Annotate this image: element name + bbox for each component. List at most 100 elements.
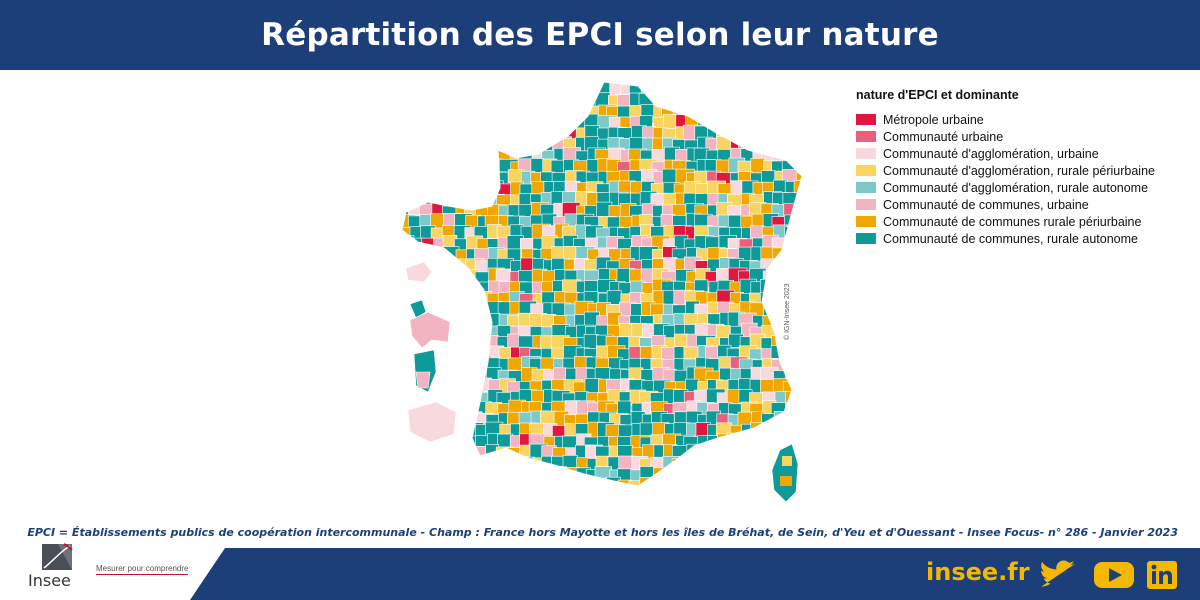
epci-cell bbox=[795, 357, 802, 374]
epci-cell bbox=[771, 82, 786, 98]
epci-cell bbox=[740, 82, 756, 96]
epci-cell bbox=[717, 92, 735, 107]
epci-cell bbox=[717, 433, 735, 453]
epci-cell bbox=[739, 455, 757, 472]
epci-cell bbox=[696, 503, 713, 520]
epci-cell bbox=[476, 478, 496, 486]
epci-cell bbox=[752, 499, 771, 516]
legend-swatch bbox=[856, 131, 876, 142]
insee-site-link[interactable]: insee.fr bbox=[926, 558, 1030, 586]
epci-cell bbox=[695, 478, 712, 486]
corsica-cell bbox=[780, 476, 792, 486]
epci-cell bbox=[454, 413, 474, 431]
epci-cell bbox=[719, 499, 738, 515]
epci-cell bbox=[411, 126, 428, 142]
map-legend: nature d'EPCI et dominante Métropole urb… bbox=[856, 88, 1186, 247]
legend-item: Métropole urbaine bbox=[856, 111, 1186, 128]
epci-cell bbox=[795, 477, 802, 486]
epci-cell bbox=[420, 500, 438, 518]
epci-cell bbox=[709, 500, 726, 517]
epci-cell bbox=[763, 82, 780, 96]
epci-cell bbox=[530, 116, 544, 136]
epci-cell bbox=[431, 84, 446, 100]
epci-cell bbox=[466, 344, 485, 360]
epci-cell bbox=[750, 116, 766, 136]
epci-cell bbox=[529, 83, 547, 103]
epci-cell bbox=[696, 492, 710, 508]
epci-cell bbox=[684, 502, 703, 519]
epci-cell bbox=[662, 502, 679, 516]
epci-cell bbox=[763, 116, 780, 134]
legend-item: Communauté urbaine bbox=[856, 128, 1186, 145]
epci-cell bbox=[685, 95, 701, 113]
epci-cell bbox=[402, 259, 407, 279]
epci-cell bbox=[564, 479, 581, 486]
epci-cell bbox=[795, 93, 802, 112]
epci-cell bbox=[805, 170, 823, 186]
epci-cell bbox=[528, 466, 545, 484]
twitter-icon[interactable] bbox=[1040, 560, 1078, 590]
epci-cell bbox=[475, 82, 490, 91]
epci-cell bbox=[441, 105, 456, 121]
epci-cell bbox=[638, 82, 658, 91]
epci-cell bbox=[429, 172, 444, 188]
epci-cell bbox=[530, 503, 549, 517]
epci-cell bbox=[563, 500, 582, 518]
epci-cell bbox=[805, 468, 821, 486]
epci-cell bbox=[784, 125, 800, 144]
epci-cell bbox=[542, 82, 558, 89]
epci-cell bbox=[464, 147, 481, 162]
legend-item: Communauté de communes, urbaine bbox=[856, 196, 1186, 213]
epci-cell bbox=[485, 468, 505, 486]
epci-cell bbox=[443, 148, 461, 166]
epci-cell bbox=[808, 92, 822, 109]
epci-cell bbox=[474, 326, 490, 344]
epci-cell bbox=[806, 214, 820, 232]
epci-cell bbox=[521, 103, 537, 121]
epci-cell bbox=[594, 466, 613, 485]
epci-cell bbox=[519, 456, 536, 476]
epci-cell bbox=[763, 303, 781, 317]
epci-cell bbox=[553, 106, 569, 125]
epci-cell bbox=[485, 125, 504, 145]
epci-cell bbox=[475, 182, 494, 203]
epci-cell bbox=[783, 94, 801, 113]
epci-cell bbox=[444, 180, 462, 198]
epci-cell bbox=[419, 147, 434, 166]
epci-cell bbox=[577, 500, 595, 513]
epci-cell bbox=[452, 82, 470, 98]
youtube-icon[interactable] bbox=[1092, 560, 1134, 590]
epci-cell bbox=[402, 148, 404, 165]
epci-cell bbox=[388, 478, 401, 492]
epci-cell bbox=[522, 500, 538, 516]
epci-cell bbox=[542, 114, 562, 131]
epci-cell bbox=[808, 282, 824, 297]
epci-cell bbox=[716, 325, 731, 339]
epci-cell bbox=[785, 403, 801, 418]
linkedin-icon[interactable] bbox=[1146, 560, 1184, 590]
epci-cell bbox=[409, 150, 424, 165]
epci-cell bbox=[794, 238, 802, 255]
epci-cell bbox=[452, 422, 470, 441]
epci-cell bbox=[807, 501, 822, 515]
overseas-territory bbox=[415, 371, 431, 389]
epci-cell bbox=[455, 490, 468, 503]
epci-cell bbox=[808, 149, 826, 164]
epci-cell bbox=[796, 194, 802, 214]
epci-cell bbox=[402, 400, 405, 419]
epci-cell bbox=[488, 478, 508, 486]
epci-cell bbox=[402, 345, 403, 364]
epci-cell bbox=[444, 345, 460, 362]
epci-cell bbox=[693, 105, 711, 121]
epci-cell bbox=[793, 280, 802, 298]
epci-cell bbox=[708, 83, 726, 103]
epci-cell bbox=[432, 446, 447, 464]
epci-cell bbox=[806, 291, 820, 308]
epci-cell bbox=[807, 380, 822, 395]
epci-cell bbox=[402, 312, 406, 329]
epci-cell bbox=[474, 82, 490, 99]
epci-cell bbox=[402, 301, 406, 318]
epci-cell bbox=[402, 436, 408, 452]
epci-cell bbox=[409, 492, 428, 507]
epci-cell bbox=[476, 149, 495, 168]
